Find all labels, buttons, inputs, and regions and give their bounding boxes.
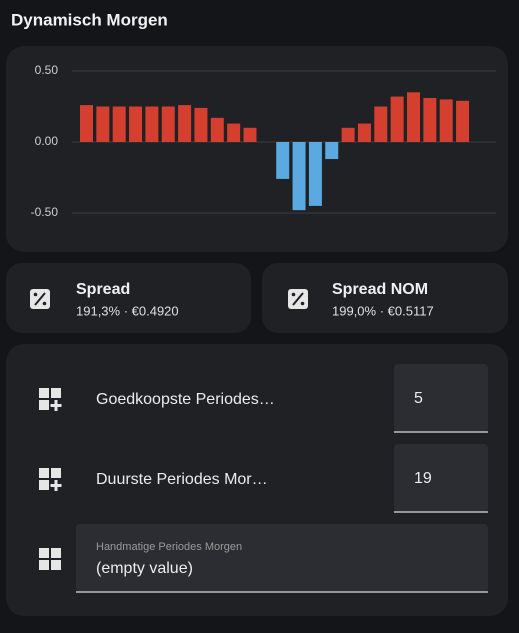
tile-state: 199,0% · €0.5117 — [332, 303, 434, 318]
bar — [243, 127, 257, 142]
bar — [390, 96, 404, 142]
bar — [374, 106, 388, 142]
view-title: Dynamisch Morgen — [11, 10, 168, 29]
y-tick-label: 0.00 — [35, 134, 59, 148]
y-tick-label: 0.50 — [35, 63, 59, 77]
tile-card[interactable] — [6, 263, 251, 333]
input-label: Handmatige Periodes Morgen — [96, 541, 242, 553]
bar — [276, 142, 290, 179]
y-tick-label: -0.50 — [31, 205, 59, 219]
bar — [80, 105, 93, 142]
bar — [227, 123, 241, 142]
bar — [308, 142, 322, 206]
bar — [456, 100, 470, 142]
grid-plus-icon — [39, 468, 62, 491]
bar — [112, 106, 126, 142]
input-value: 19 — [414, 470, 432, 487]
number-input[interactable] — [394, 444, 488, 512]
entity-name: Goedkoopste Periodes… — [96, 391, 275, 408]
bar — [423, 97, 437, 142]
tile-name: Spread NOM — [332, 281, 428, 298]
percent-icon — [288, 289, 308, 309]
tile-card[interactable] — [262, 263, 508, 333]
bar — [210, 117, 224, 142]
bar — [439, 99, 453, 142]
bar — [325, 142, 339, 160]
bar — [178, 105, 192, 142]
bar — [96, 106, 110, 142]
bar — [407, 92, 420, 142]
percent-icon — [30, 289, 50, 309]
grid-plus-icon — [39, 388, 62, 411]
text-input[interactable] — [76, 524, 488, 592]
bar — [194, 107, 208, 142]
chart-card — [6, 46, 508, 252]
tile-name: Spread — [76, 281, 130, 298]
number-input[interactable] — [394, 364, 488, 432]
bar — [161, 106, 175, 142]
entity-name: Duurste Periodes Mor… — [96, 471, 268, 488]
bar — [357, 123, 371, 142]
input-value: (empty value) — [96, 560, 193, 577]
tile-state: 191,3% · €0.4920 — [76, 303, 179, 318]
bar — [145, 106, 159, 142]
chart: 0.50 0.00 -0.50 — [31, 63, 496, 219]
bar — [292, 142, 306, 211]
bar — [129, 106, 143, 142]
bar — [341, 127, 355, 142]
input-value: 5 — [414, 390, 423, 407]
grid-icon — [39, 548, 61, 570]
